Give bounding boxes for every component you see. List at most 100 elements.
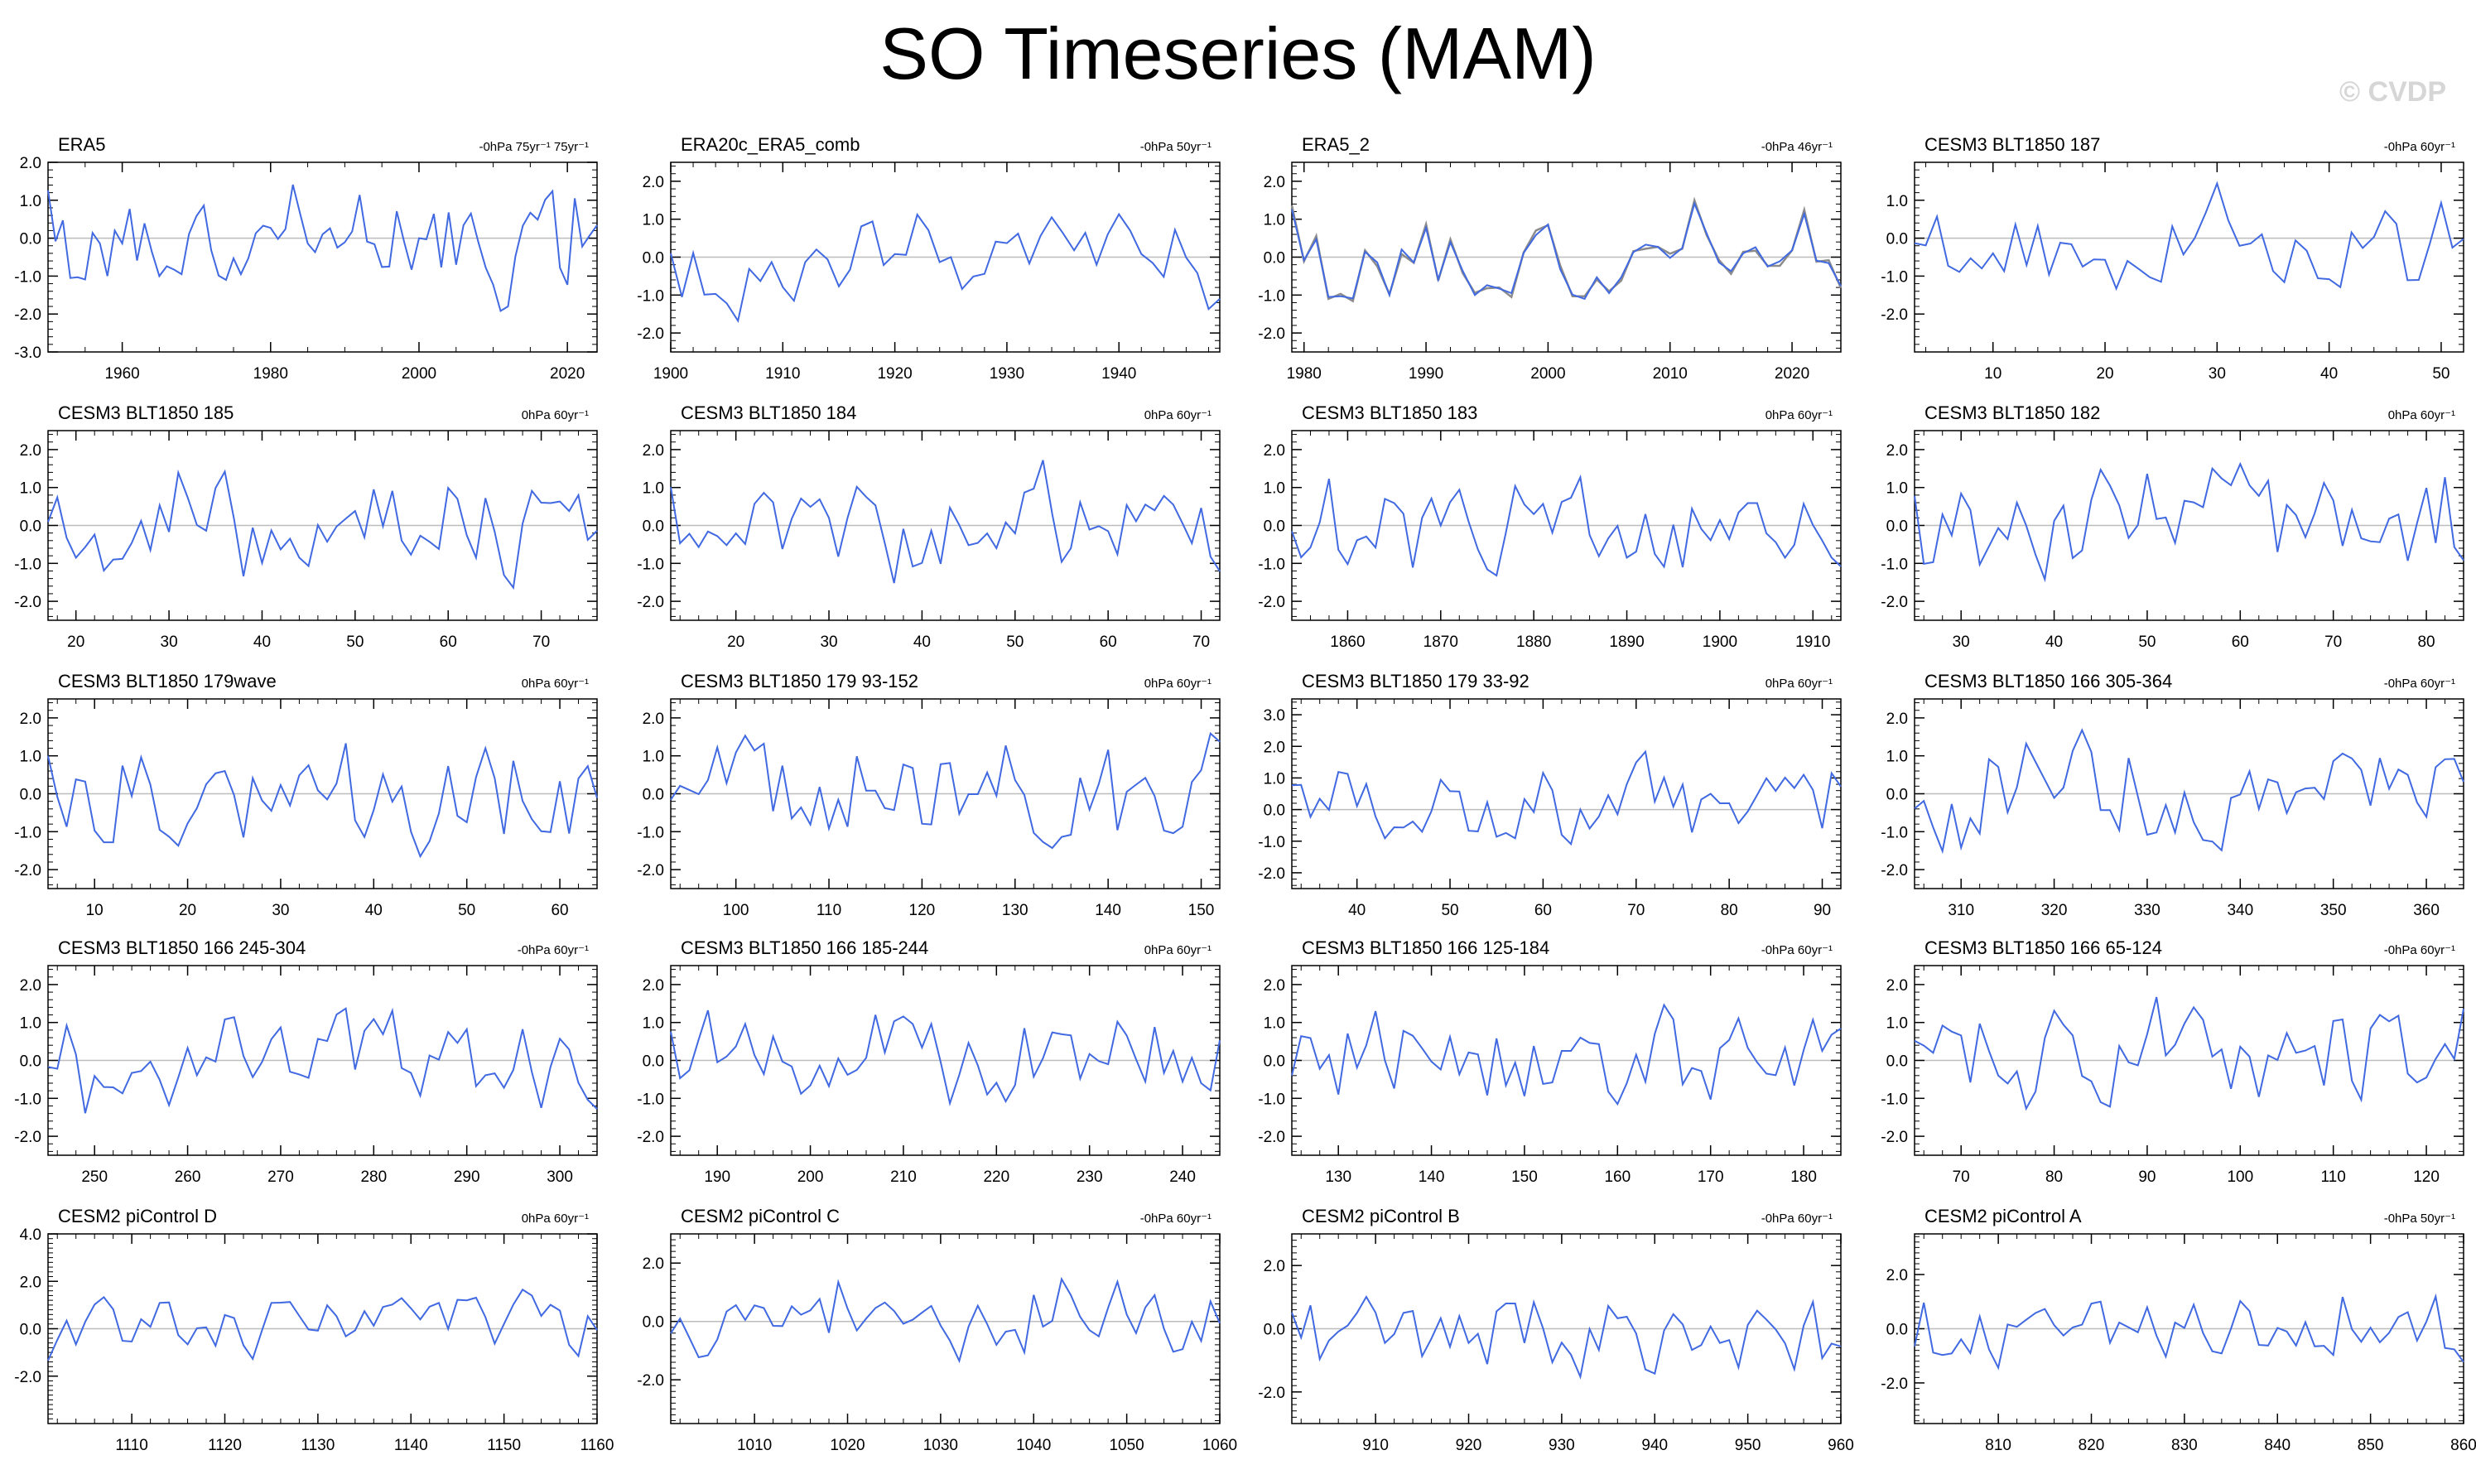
y-tick-label: 1.0 (1886, 480, 1908, 498)
x-tick-label: 1110 (115, 1437, 147, 1454)
panel-title: CESM2 piControl A (1924, 1206, 2082, 1226)
y-tick-label: 0.0 (1264, 802, 1285, 820)
y-tick-label: 0.0 (643, 518, 664, 536)
y-tick-label: 3.0 (1264, 707, 1285, 725)
y-tick-label: -1.0 (1881, 556, 1908, 573)
panel-note: -0hPa 60yr⁻¹ (2384, 677, 2455, 691)
x-tick-label: 20 (179, 902, 196, 919)
y-tick-label: -2.0 (1258, 325, 1285, 343)
x-tick-label: 130 (1002, 902, 1028, 919)
x-tick-label: 60 (1100, 634, 1117, 651)
y-tick-label: 0.0 (1886, 518, 1908, 536)
x-tick-label: 80 (1721, 902, 1738, 919)
x-tick-label: 810 (1985, 1437, 2011, 1454)
y-tick-label: 0.0 (643, 1053, 664, 1071)
x-tick-label: 100 (723, 902, 749, 919)
x-tick-label: 830 (2171, 1437, 2198, 1454)
y-tick-label: -2.0 (637, 862, 664, 879)
y-tick-label: 1.0 (20, 749, 41, 766)
y-tick-label: 1.0 (20, 193, 41, 210)
y-tick-label: 2.0 (1264, 174, 1285, 191)
x-tick-label: 2000 (402, 365, 436, 383)
y-tick-label: -2.0 (637, 1372, 664, 1390)
x-tick-label: 1050 (1109, 1437, 1144, 1454)
x-tick-label: 2020 (550, 365, 585, 383)
panel-note: 0hPa 60yr⁻¹ (1144, 677, 1212, 691)
series-line (1914, 728, 2464, 855)
y-tick-label: -1.0 (1258, 1091, 1285, 1108)
series-line (1914, 461, 2464, 583)
chart-panel: CESM3 BLT1850 179wave 0hPa 60yr⁻¹ 2.0 1.0 0.… (14, 671, 598, 919)
panel-title: CESM3 BLT1850 183 (1302, 402, 1477, 423)
panel-title: CESM3 BLT1850 185 (58, 402, 234, 423)
x-tick-label: 70 (1953, 1168, 1970, 1186)
y-tick-label: -1.0 (1881, 1091, 1908, 1108)
chart-panel: CESM3 BLT1850 166 185-244 0hPa 60yr⁻¹ 2.0 1… (637, 937, 1221, 1186)
panel-title: CESM3 BLT1850 179 33-92 (1302, 671, 1529, 691)
x-tick-label: 50 (1006, 634, 1024, 651)
y-tick-label: 0.0 (1264, 1322, 1285, 1339)
x-tick-label: 1910 (765, 365, 800, 383)
series-line (47, 1288, 598, 1361)
page-title: SO Timeseries (MAM) (879, 12, 1597, 94)
y-tick-label: -1.0 (14, 268, 41, 286)
y-tick-label: -1.0 (1258, 556, 1285, 573)
panel-note: -0hPa 60yr⁻¹ (1140, 1212, 1212, 1226)
y-tick-label: -2.0 (637, 325, 664, 343)
panel-title: ERA20c_ERA5_comb (681, 134, 860, 155)
y-tick-label: -2.0 (1258, 1385, 1285, 1402)
x-tick-label: 260 (175, 1168, 201, 1186)
x-tick-label: 50 (458, 902, 475, 919)
y-tick-label: 1.0 (1264, 770, 1285, 788)
x-tick-label: 270 (267, 1168, 294, 1186)
y-tick-label: 0.0 (1886, 787, 1908, 804)
panel-note: 0hPa 60yr⁻¹ (1765, 677, 1833, 691)
x-tick-label: 1980 (1287, 365, 1322, 383)
x-tick-label: 360 (2413, 902, 2440, 919)
x-tick-label: 1060 (1202, 1437, 1237, 1454)
x-tick-label: 140 (1419, 1168, 1445, 1186)
panel-note: -0hPa 60yr⁻¹ (2384, 943, 2455, 957)
x-tick-label: 10 (86, 902, 104, 919)
x-tick-label: 1940 (1101, 365, 1136, 383)
y-tick-label: -2.0 (1881, 1376, 1908, 1393)
y-tick-label: 0.0 (1264, 250, 1285, 267)
series-line (47, 469, 598, 590)
y-tick-label: 4.0 (20, 1226, 41, 1244)
x-tick-label: 60 (2232, 634, 2249, 651)
x-tick-label: 1930 (990, 365, 1024, 383)
y-tick-label: 2.0 (20, 442, 41, 460)
y-tick-label: 0.0 (1886, 1322, 1908, 1339)
y-tick-label: 2.0 (1264, 1258, 1285, 1275)
y-tick-label: 1.0 (643, 1015, 664, 1033)
chart-panel: CESM3 BLT1850 187 -0hPa 60yr⁻¹ 1.0 0.0 -1.0 -… (1881, 134, 2464, 383)
series-line (1291, 749, 1842, 846)
series-line (47, 184, 598, 313)
x-tick-label: 330 (2134, 902, 2160, 919)
y-tick-label: 1.0 (643, 480, 664, 498)
panel-title: CESM3 BLT1850 166 185-244 (681, 937, 928, 958)
x-tick-label: 50 (2432, 365, 2450, 383)
y-tick-label: -1.0 (637, 556, 664, 573)
x-tick-label: 1160 (580, 1437, 614, 1454)
y-tick-label: 1.0 (1886, 1015, 1908, 1033)
y-tick-label: -2.0 (1258, 865, 1285, 883)
x-tick-label: 280 (360, 1168, 387, 1186)
y-tick-label: 2.0 (643, 1255, 664, 1273)
y-tick-label: 2.0 (1886, 711, 1908, 728)
y-tick-label: 0.0 (20, 1053, 41, 1071)
panel-note: -0hPa 60yr⁻¹ (2384, 140, 2455, 154)
y-tick-label: 0.0 (1264, 1053, 1285, 1071)
x-tick-label: 20 (2096, 365, 2113, 383)
x-tick-label: 120 (2413, 1168, 2440, 1186)
x-tick-label: 1900 (1703, 634, 1737, 651)
y-tick-label: -1.0 (1258, 834, 1285, 851)
plot-frame (1291, 698, 1842, 889)
x-tick-label: 1150 (487, 1437, 521, 1454)
x-tick-label: 70 (2324, 634, 2342, 651)
y-tick-label: -1.0 (14, 556, 41, 573)
panel-note: -0hPa 50yr⁻¹ (2384, 1212, 2455, 1226)
panel-note: -0hPa 60yr⁻¹ (518, 943, 589, 957)
x-tick-label: 40 (253, 634, 271, 651)
